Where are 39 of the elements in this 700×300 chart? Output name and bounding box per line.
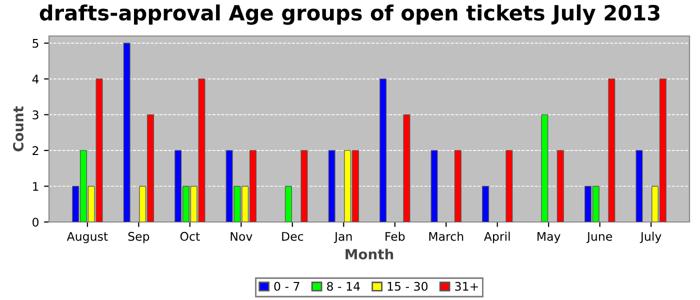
y-axis-title: Count xyxy=(13,106,24,152)
bar xyxy=(482,186,490,222)
x-tick-label: June xyxy=(586,232,612,244)
x-tick-label: Oct xyxy=(180,232,200,241)
bar xyxy=(454,150,462,222)
legend-label: 8 - 14 xyxy=(327,282,360,291)
bar xyxy=(608,78,616,222)
x-tick-label: August xyxy=(66,232,108,244)
chart-title: drafts-approval Age groups of open tickets July 2013 xyxy=(40,4,660,25)
legend-label: 15 - 30 xyxy=(388,282,428,291)
y-tick-label: 0 xyxy=(32,218,38,227)
x-tick-label: May xyxy=(538,232,560,244)
x-tick-label: March xyxy=(429,232,464,241)
bar xyxy=(430,150,438,222)
y-tick-label: 2 xyxy=(32,146,38,155)
bar xyxy=(636,150,643,222)
bar xyxy=(506,150,513,222)
y-tick-label: 4 xyxy=(32,74,39,84)
bar xyxy=(328,150,336,222)
y-tick-label: 5 xyxy=(32,39,38,48)
bar xyxy=(403,114,410,222)
x-tick-label: Jan xyxy=(334,232,352,244)
bar xyxy=(556,150,564,222)
x-tick-label: Dec xyxy=(282,232,304,241)
x-tick-label: Feb xyxy=(386,232,405,241)
legend-label: 31+ xyxy=(455,282,478,291)
bar xyxy=(284,186,292,222)
x-tick-label: Sep xyxy=(128,232,150,244)
bar xyxy=(300,150,308,222)
legend-label: 0 - 7 xyxy=(274,282,300,291)
x-axis-title: Month xyxy=(346,248,394,260)
y-tick-label: 3 xyxy=(32,110,38,120)
bar xyxy=(123,42,130,222)
x-tick-label: July xyxy=(640,232,662,244)
x-tick-label: Nov xyxy=(230,232,252,241)
bar xyxy=(541,114,548,222)
y-tick-label: 1 xyxy=(33,182,38,191)
x-tick-label: April xyxy=(484,232,510,244)
bar xyxy=(380,78,387,222)
